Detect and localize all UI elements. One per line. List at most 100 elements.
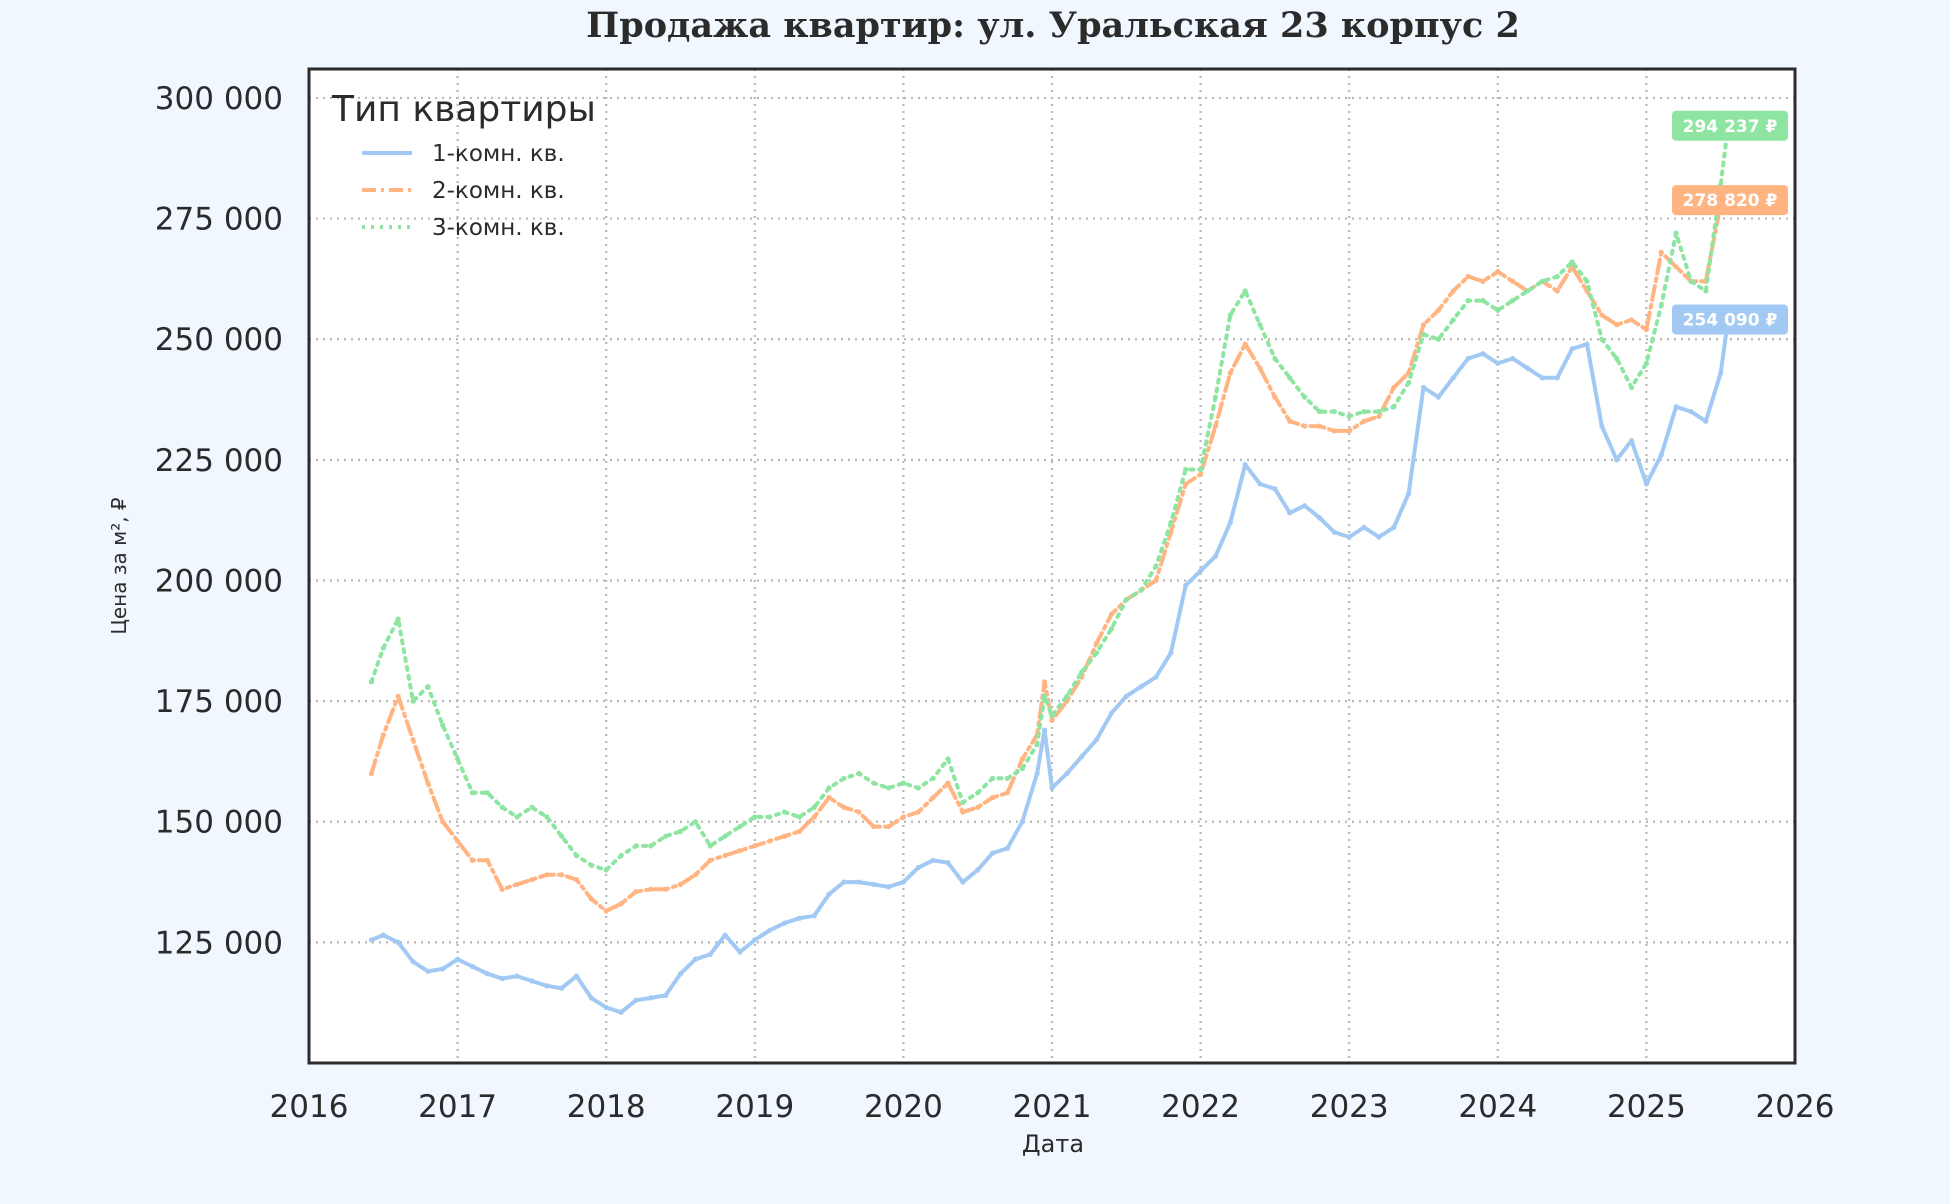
data-point bbox=[1658, 249, 1664, 255]
data-point bbox=[1041, 679, 1048, 685]
data-point bbox=[618, 1009, 624, 1015]
data-point bbox=[1287, 418, 1293, 424]
data-point bbox=[1004, 790, 1011, 796]
series-line-1 bbox=[369, 317, 1731, 1015]
y-tick-label: 200 000 bbox=[155, 563, 283, 599]
data-point bbox=[1227, 519, 1233, 526]
series-layer bbox=[368, 123, 1731, 1015]
x-tick-label: 2016 bbox=[270, 1089, 349, 1125]
data-point bbox=[544, 983, 550, 989]
legend-label-3: 3-комн. кв. bbox=[432, 215, 565, 241]
data-point bbox=[559, 833, 565, 839]
data-point bbox=[1584, 341, 1590, 347]
data-point bbox=[529, 877, 535, 883]
data-point bbox=[1346, 413, 1352, 420]
data-point bbox=[1183, 466, 1189, 473]
data-point bbox=[930, 795, 936, 801]
data-point bbox=[633, 889, 639, 895]
data-point bbox=[1539, 278, 1545, 284]
end-label-2: 278 820 ₽ bbox=[1672, 185, 1788, 216]
data-point bbox=[871, 823, 877, 830]
x-tick-label: 2024 bbox=[1458, 1089, 1537, 1125]
series-line-3 bbox=[369, 123, 1731, 872]
data-point bbox=[752, 814, 758, 820]
data-point bbox=[722, 852, 728, 859]
data-point bbox=[499, 975, 505, 982]
data-point bbox=[1093, 640, 1100, 646]
data-point bbox=[1034, 770, 1040, 777]
data-point bbox=[1004, 845, 1011, 851]
data-point bbox=[1599, 312, 1605, 318]
data-point bbox=[1465, 273, 1471, 280]
data-point bbox=[826, 891, 832, 897]
data-point bbox=[737, 949, 743, 955]
data-point bbox=[841, 775, 847, 781]
data-point bbox=[1153, 577, 1159, 584]
data-point bbox=[1628, 437, 1635, 444]
x-tick-label: 2020 bbox=[864, 1089, 943, 1125]
data-point bbox=[1510, 278, 1516, 284]
data-point bbox=[1302, 423, 1308, 429]
data-point bbox=[663, 992, 669, 999]
x-tick-label: 2025 bbox=[1607, 1089, 1686, 1125]
data-point bbox=[707, 857, 713, 863]
data-point bbox=[1123, 597, 1129, 603]
data-point bbox=[1138, 684, 1144, 690]
x-tick-label: 2019 bbox=[715, 1089, 794, 1125]
data-point bbox=[484, 971, 490, 977]
data-point bbox=[975, 867, 981, 873]
legend: Тип квартиры 1-комн. кв. 2-комн. кв. 3-ком… bbox=[331, 89, 596, 241]
data-point bbox=[1480, 351, 1486, 357]
data-point bbox=[960, 879, 966, 885]
data-point bbox=[989, 795, 996, 801]
data-point bbox=[455, 838, 461, 844]
data-point bbox=[1450, 375, 1456, 381]
data-point bbox=[1272, 486, 1278, 492]
data-point bbox=[1658, 302, 1664, 309]
data-point bbox=[856, 770, 862, 777]
data-point bbox=[1183, 582, 1189, 588]
data-point bbox=[1480, 298, 1486, 304]
data-point bbox=[618, 852, 624, 859]
data-point bbox=[1584, 278, 1590, 284]
data-point bbox=[1242, 288, 1248, 294]
data-point bbox=[588, 896, 594, 902]
data-point bbox=[767, 927, 773, 933]
data-point bbox=[1673, 404, 1679, 410]
data-point bbox=[1041, 693, 1048, 699]
data-point bbox=[1049, 712, 1055, 719]
data-point bbox=[1019, 756, 1025, 762]
data-point bbox=[1257, 481, 1263, 487]
data-point bbox=[1302, 394, 1308, 400]
data-point bbox=[930, 857, 936, 863]
data-point bbox=[455, 756, 461, 762]
data-point bbox=[1287, 375, 1293, 381]
data-point bbox=[368, 937, 375, 943]
data-point bbox=[484, 857, 490, 863]
x-tick-label: 2018 bbox=[567, 1089, 646, 1125]
data-point bbox=[1049, 785, 1055, 791]
data-point bbox=[945, 756, 951, 762]
data-point bbox=[1227, 370, 1233, 376]
legend-label-1: 1-комн. кв. bbox=[432, 141, 565, 167]
data-point bbox=[781, 833, 788, 839]
data-point bbox=[499, 886, 505, 892]
data-point bbox=[1331, 529, 1337, 535]
data-point bbox=[1510, 355, 1516, 362]
data-point bbox=[900, 780, 907, 786]
data-point bbox=[677, 828, 684, 834]
data-point bbox=[915, 864, 921, 871]
data-point bbox=[1495, 360, 1501, 366]
y-tick-label: 250 000 bbox=[155, 322, 283, 358]
data-point bbox=[1257, 322, 1263, 328]
data-point bbox=[1198, 471, 1204, 477]
data-point bbox=[722, 833, 728, 839]
data-point bbox=[1480, 278, 1486, 284]
data-point bbox=[1554, 273, 1560, 280]
data-point bbox=[1198, 466, 1204, 473]
data-point bbox=[588, 995, 594, 1001]
data-point bbox=[1004, 775, 1011, 781]
data-point bbox=[1643, 326, 1649, 333]
data-point bbox=[1361, 408, 1367, 415]
